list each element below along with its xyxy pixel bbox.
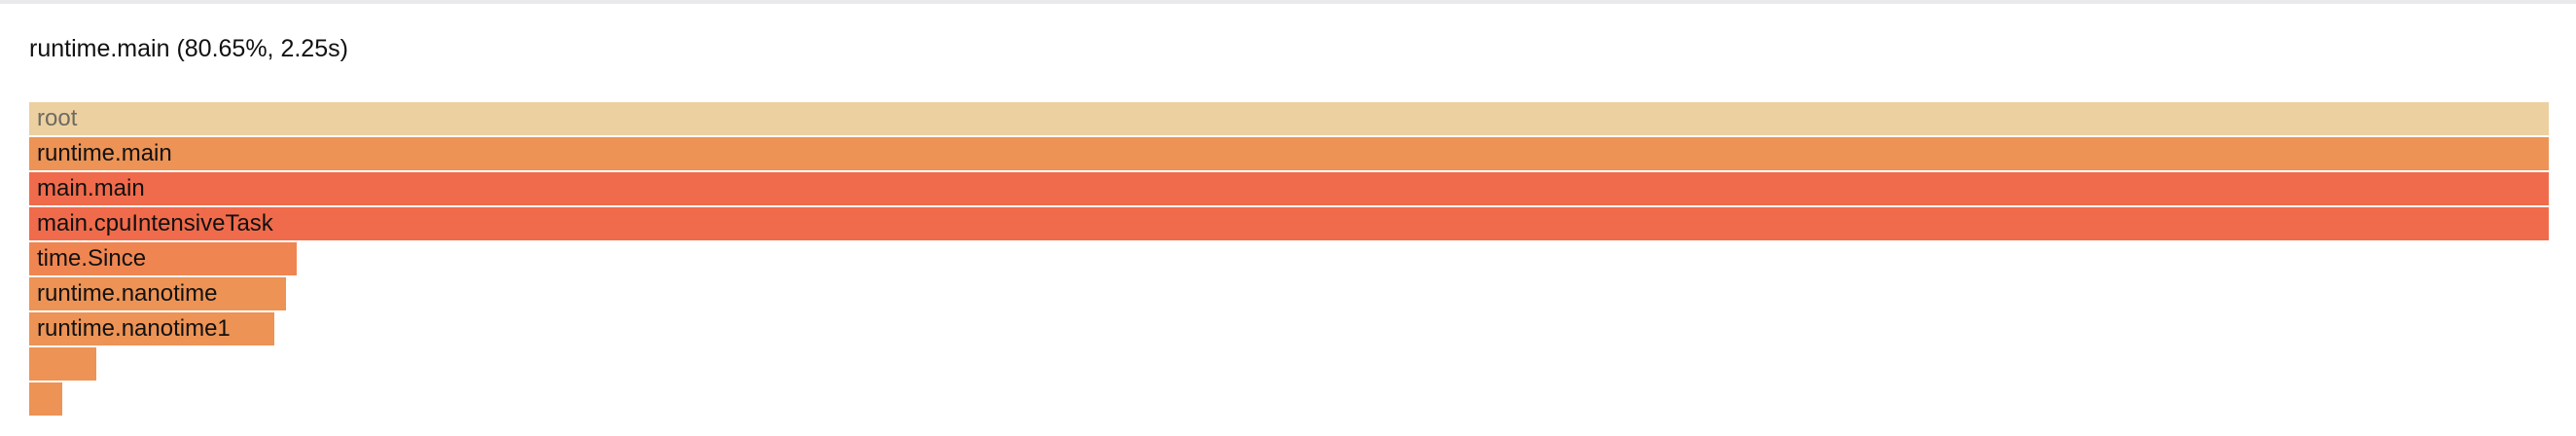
frame-root[interactable]: root bbox=[29, 102, 2549, 135]
selected-frame-title: runtime.main (80.65%, 2.25s) bbox=[29, 35, 348, 62]
frame-time-since[interactable]: time.Since bbox=[29, 242, 297, 275]
frame-runtime-main[interactable]: runtime.main bbox=[29, 137, 2549, 170]
frame-unlabeled-2[interactable] bbox=[29, 382, 62, 416]
frame-main-cpuIntensiveTask[interactable]: main.cpuIntensiveTask bbox=[29, 207, 2549, 240]
frame-runtime-nanotime1[interactable]: runtime.nanotime1 bbox=[29, 312, 274, 345]
top-border bbox=[0, 0, 2576, 4]
frame-runtime-nanotime[interactable]: runtime.nanotime bbox=[29, 277, 286, 310]
frame-unlabeled-1[interactable] bbox=[29, 347, 96, 381]
frame-main-main[interactable]: main.main bbox=[29, 172, 2549, 205]
